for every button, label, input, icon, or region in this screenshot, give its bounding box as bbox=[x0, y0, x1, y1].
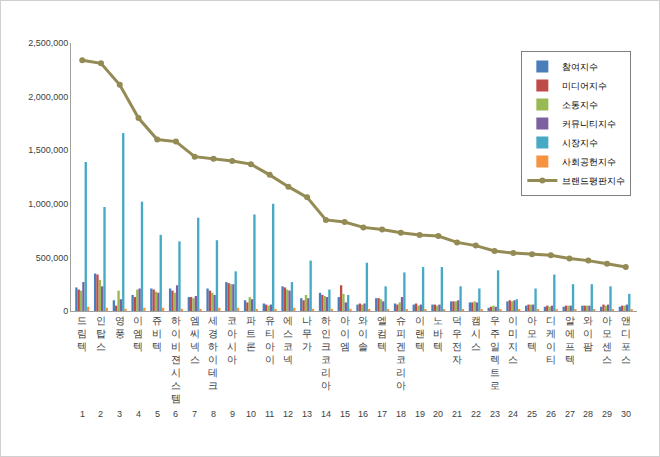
svg-text:아모센스: 아모센스 bbox=[602, 315, 612, 365]
svg-text:이엠텍: 이엠텍 bbox=[133, 315, 143, 352]
svg-text:26: 26 bbox=[546, 409, 556, 419]
svg-text:20: 20 bbox=[433, 409, 443, 419]
svg-text:커뮤니티지수: 커뮤니티지수 bbox=[562, 119, 616, 129]
svg-text:500,000: 500,000 bbox=[36, 253, 69, 263]
svg-text:소통지수: 소통지수 bbox=[562, 100, 598, 110]
svg-text:2,000,000: 2,000,000 bbox=[28, 92, 68, 102]
svg-text:아이엠: 아이엠 bbox=[340, 315, 350, 352]
svg-text:코아시아: 코아시아 bbox=[227, 315, 237, 365]
svg-text:에스코넥: 에스코넥 bbox=[283, 315, 293, 365]
svg-text:1,500,000: 1,500,000 bbox=[28, 145, 68, 155]
svg-text:24: 24 bbox=[508, 409, 518, 419]
svg-text:엘컴텍: 엘컴텍 bbox=[377, 315, 387, 352]
svg-text:알에프텍: 알에프텍 bbox=[565, 315, 575, 365]
svg-text:파트론: 파트론 bbox=[246, 315, 256, 352]
svg-text:10: 10 bbox=[246, 409, 256, 419]
svg-text:와이솔: 와이솔 bbox=[358, 315, 368, 352]
svg-text:캠시스: 캠시스 bbox=[471, 315, 481, 352]
svg-text:2,500,000: 2,500,000 bbox=[28, 38, 68, 48]
svg-text:23: 23 bbox=[490, 409, 500, 419]
svg-text:1: 1 bbox=[80, 409, 85, 419]
svg-text:11: 11 bbox=[265, 409, 274, 419]
svg-text:18: 18 bbox=[396, 409, 406, 419]
svg-text:7: 7 bbox=[192, 409, 197, 419]
svg-text:4: 4 bbox=[136, 409, 141, 419]
svg-text:25: 25 bbox=[527, 409, 537, 419]
svg-text:쥬비텍: 쥬비텍 bbox=[152, 315, 162, 352]
svg-text:14: 14 bbox=[321, 409, 331, 419]
svg-text:30: 30 bbox=[621, 409, 631, 419]
svg-text:사회공헌지수: 사회공헌지수 bbox=[562, 157, 616, 167]
svg-text:나무가: 나무가 bbox=[302, 315, 312, 352]
svg-text:유티아이: 유티아이 bbox=[265, 315, 275, 365]
svg-text:드림텍: 드림텍 bbox=[77, 315, 87, 352]
svg-text:슈피겐코리아: 슈피겐코리아 bbox=[396, 315, 406, 391]
svg-text:우주일렉트로: 우주일렉트로 bbox=[490, 315, 500, 391]
svg-text:참여지수: 참여지수 bbox=[562, 62, 598, 72]
svg-text:19: 19 bbox=[415, 409, 425, 419]
svg-text:22: 22 bbox=[471, 409, 481, 419]
svg-text:엠씨넥스: 엠씨넥스 bbox=[190, 315, 200, 365]
svg-text:세경하이테크: 세경하이테크 bbox=[208, 315, 218, 391]
svg-text:16: 16 bbox=[358, 409, 368, 419]
svg-text:27: 27 bbox=[565, 409, 575, 419]
svg-text:8: 8 bbox=[211, 409, 216, 419]
svg-text:2: 2 bbox=[98, 409, 103, 419]
svg-text:하이비젼시스템: 하이비젼시스템 bbox=[171, 315, 181, 404]
svg-text:29: 29 bbox=[602, 409, 612, 419]
svg-text:앤디포스: 앤디포스 bbox=[621, 315, 631, 365]
svg-text:영풍: 영풍 bbox=[115, 315, 125, 339]
svg-text:시장지수: 시장지수 bbox=[562, 138, 598, 148]
svg-text:12: 12 bbox=[283, 409, 293, 419]
svg-text:6: 6 bbox=[173, 409, 178, 419]
svg-text:28: 28 bbox=[583, 409, 593, 419]
svg-text:5: 5 bbox=[155, 409, 160, 419]
svg-text:21: 21 bbox=[452, 409, 462, 419]
svg-text:15: 15 bbox=[340, 409, 350, 419]
svg-text:13: 13 bbox=[302, 409, 312, 419]
svg-text:디케이티: 디케이티 bbox=[546, 315, 556, 365]
svg-text:노바텍: 노바텍 bbox=[433, 315, 443, 352]
svg-text:미디어지수: 미디어지수 bbox=[562, 81, 607, 91]
svg-text:17: 17 bbox=[377, 409, 387, 419]
svg-text:덕우전자: 덕우전자 bbox=[452, 315, 462, 365]
svg-text:와이팜: 와이팜 bbox=[583, 315, 593, 352]
svg-text:브랜드평판지수: 브랜드평판지수 bbox=[562, 176, 625, 186]
svg-text:0: 0 bbox=[63, 306, 68, 316]
svg-text:3: 3 bbox=[117, 409, 122, 419]
svg-text:하인크코리아: 하인크코리아 bbox=[321, 315, 331, 391]
svg-text:아모텍: 아모텍 bbox=[527, 315, 537, 352]
svg-text:인탑스: 인탑스 bbox=[96, 315, 106, 352]
svg-text:이미지스: 이미지스 bbox=[508, 315, 518, 365]
svg-text:1,000,000: 1,000,000 bbox=[28, 199, 68, 209]
svg-text:이랜텍: 이랜텍 bbox=[415, 315, 425, 352]
svg-text:9: 9 bbox=[230, 409, 235, 419]
